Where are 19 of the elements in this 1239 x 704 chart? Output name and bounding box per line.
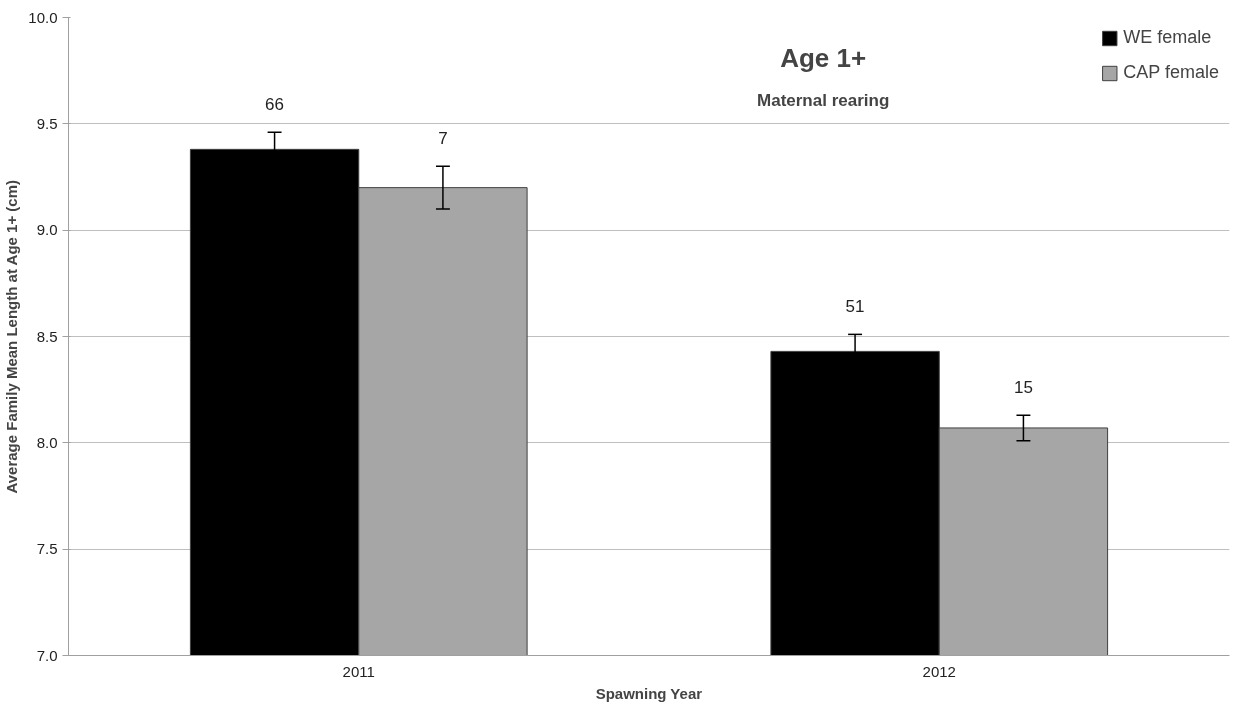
y-tick-label: 8.5 bbox=[36, 327, 58, 345]
text: Age 1+ bbox=[780, 42, 867, 73]
y-tick-label: 7.5 bbox=[36, 540, 58, 558]
legend-label: CAP female bbox=[1123, 62, 1219, 83]
y-tick-label: 7.0 bbox=[36, 646, 58, 664]
annotation: 51 bbox=[845, 297, 865, 317]
y-tick-label: 9.5 bbox=[36, 114, 58, 132]
legend-label: WE female bbox=[1123, 27, 1212, 48]
y-tick-label: 8.0 bbox=[36, 433, 58, 451]
x-tick-label: 2011 bbox=[342, 662, 375, 680]
x-tick-label: 2012 bbox=[922, 662, 956, 680]
y-axis-title: Average Family Mean Length at Age 1+ (cm) bbox=[3, 179, 21, 494]
annotation: 66 bbox=[265, 95, 285, 115]
x-axis-title: Spawning Year bbox=[595, 684, 703, 702]
annotation: 7 bbox=[438, 129, 448, 149]
y-tick-label: 10.0 bbox=[28, 8, 58, 26]
annotation: 15 bbox=[1013, 378, 1033, 398]
text: Maternal rearing bbox=[757, 90, 890, 110]
y-tick-label: 9.0 bbox=[36, 221, 58, 239]
